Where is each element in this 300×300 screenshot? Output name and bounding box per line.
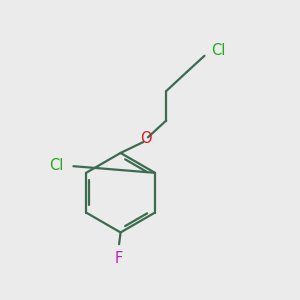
Text: O: O bbox=[140, 131, 152, 146]
Text: Cl: Cl bbox=[211, 43, 225, 58]
Text: Cl: Cl bbox=[50, 158, 64, 173]
Text: F: F bbox=[115, 251, 123, 266]
